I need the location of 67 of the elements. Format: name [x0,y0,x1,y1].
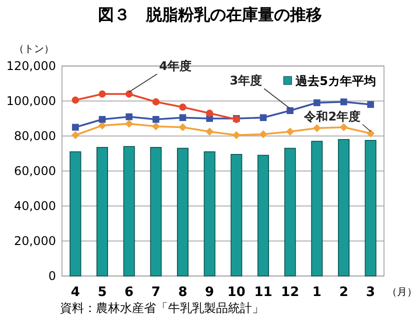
text: 資料：農林水産省「牛乳乳製品統計」 [60,301,264,315]
x-tick-label: 6 [124,285,134,300]
y-tick-label: 20,000 [14,234,56,248]
point [125,90,133,98]
text: 4年度 [159,59,192,73]
point [71,131,80,140]
point [286,128,294,136]
bar [176,148,189,276]
point [340,98,348,106]
x-tick-label: 4 [70,285,80,300]
bar [364,140,376,276]
bar [311,140,323,276]
series-label: 令和2年度 [303,109,361,124]
y-tick-label: 60,000 [14,164,56,178]
bar [257,154,270,276]
y-tick-label: 0 [48,269,56,283]
point [72,96,80,104]
x-tick-label: 9 [205,285,214,300]
point [259,130,268,138]
point [178,123,187,132]
point [206,110,214,117]
point [98,122,106,130]
point [340,123,348,132]
point [286,107,294,114]
bar [123,146,135,276]
point [206,128,214,136]
text: 3年度 [230,74,262,88]
chart-title: 図３ 脱脂粉乳の在庫量の推移 [98,5,322,24]
x-tick-label: 1 [312,285,322,300]
x-tick-label: 12 [281,285,300,300]
y-tick-label: 80,000 [14,129,56,143]
bar [150,146,162,276]
point [98,90,106,98]
bar [204,151,216,276]
point [126,113,132,120]
x-tick-label: 3 [366,285,376,300]
y-tick-label: 120,000 [6,59,56,73]
point [312,124,321,132]
bar [230,154,242,276]
y-tick-label: 40,000 [14,199,56,213]
bar [70,151,82,276]
y-tick-label: 100,000 [6,94,56,108]
point [314,99,320,106]
point [179,114,186,122]
x-axis-title: （月） [387,287,417,298]
point [367,101,374,108]
point [152,116,160,123]
point [232,131,240,140]
bar [338,139,350,276]
point [366,129,375,138]
x-tick-label: 10 [227,285,246,300]
x-tick-label: 5 [98,285,107,300]
x-tick-label: 2 [339,285,348,300]
x-tick-label: 11 [254,285,272,300]
point [152,98,160,106]
x-tick-label: 8 [178,285,188,300]
bar [96,146,108,276]
point [98,116,106,123]
point [179,104,186,111]
legend: 過去5カ年平均 [283,74,376,88]
bar [284,148,296,276]
point [260,114,267,122]
x-tick-label: 7 [151,285,160,300]
point [152,122,160,130]
y-axis-title: （トン） [14,44,54,55]
point [72,124,79,131]
point [125,120,134,128]
